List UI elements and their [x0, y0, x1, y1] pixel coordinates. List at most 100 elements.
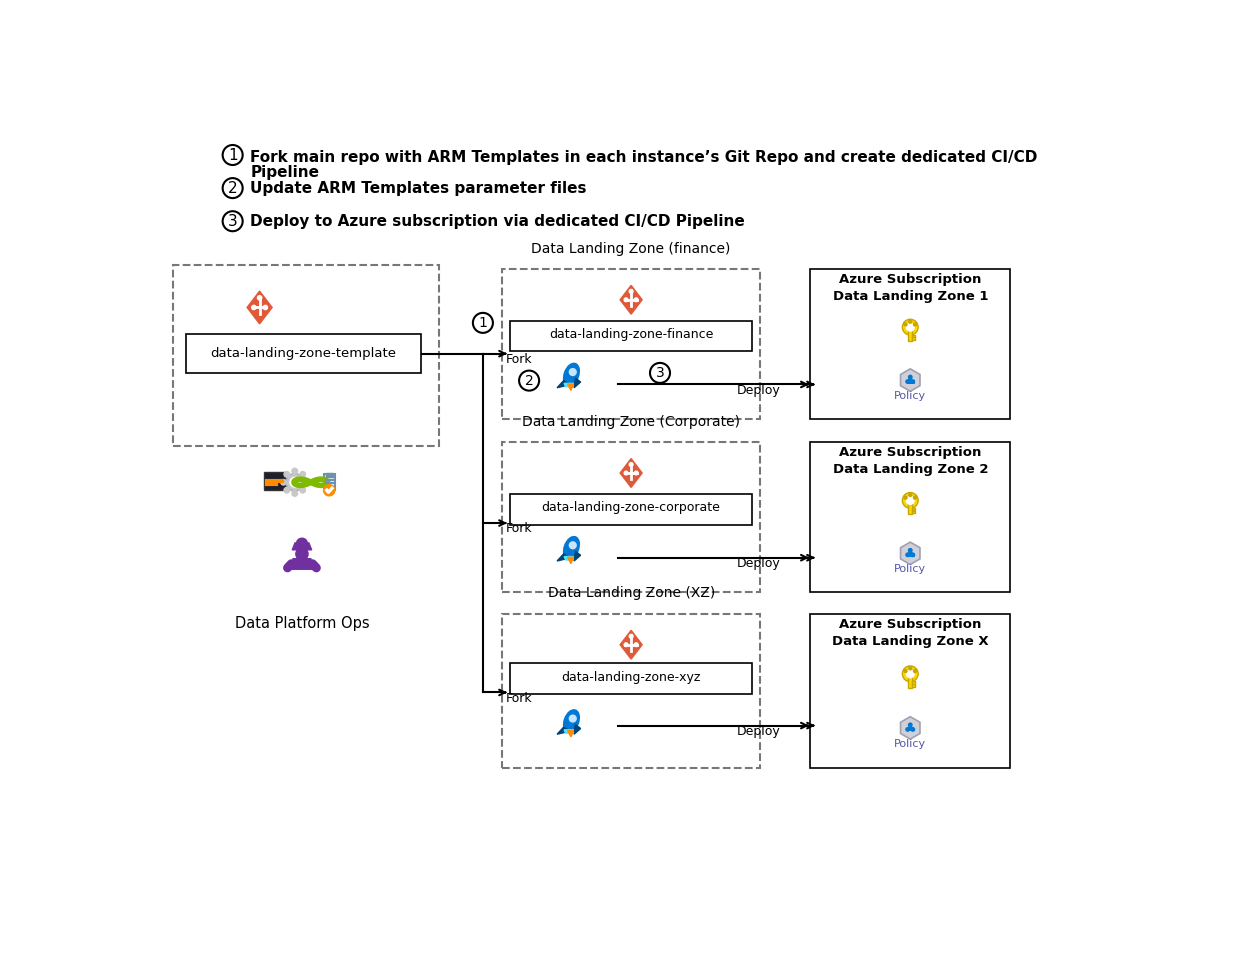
Polygon shape: [901, 717, 919, 739]
Text: data-landing-zone-corporate: data-landing-zone-corporate: [542, 501, 721, 514]
Circle shape: [324, 485, 335, 496]
Circle shape: [624, 298, 628, 302]
Text: Policy: Policy: [894, 391, 926, 401]
Polygon shape: [248, 291, 273, 324]
Circle shape: [908, 552, 912, 555]
Ellipse shape: [564, 536, 579, 559]
Text: Azure Subscription
Data Landing Zone X: Azure Subscription Data Landing Zone X: [832, 618, 988, 648]
Circle shape: [906, 553, 909, 557]
Text: Deploy: Deploy: [737, 384, 781, 397]
Text: Deploy: Deploy: [737, 557, 781, 570]
Bar: [264, 472, 286, 490]
Text: Azure Subscription
Data Landing Zone 1: Azure Subscription Data Landing Zone 1: [832, 273, 988, 303]
Polygon shape: [901, 542, 919, 564]
Circle shape: [908, 376, 912, 378]
Circle shape: [629, 463, 633, 467]
Circle shape: [300, 471, 305, 477]
Bar: [174, 265, 439, 446]
Circle shape: [651, 363, 671, 383]
Bar: [912, 337, 914, 340]
Text: 1: 1: [228, 148, 238, 163]
Circle shape: [519, 371, 539, 391]
Circle shape: [634, 471, 638, 475]
Circle shape: [291, 468, 298, 474]
Ellipse shape: [564, 363, 579, 386]
Text: Fork: Fork: [505, 692, 533, 705]
Circle shape: [295, 548, 308, 560]
Bar: [811, 443, 1011, 592]
Circle shape: [913, 323, 917, 326]
Circle shape: [258, 296, 261, 300]
Circle shape: [624, 471, 628, 475]
Circle shape: [908, 320, 912, 323]
Bar: [912, 508, 914, 511]
Bar: [912, 511, 914, 513]
Circle shape: [908, 549, 912, 552]
Circle shape: [906, 670, 914, 677]
Circle shape: [300, 488, 305, 493]
Circle shape: [911, 380, 914, 383]
Text: 3: 3: [656, 366, 664, 380]
Polygon shape: [620, 459, 642, 488]
Bar: [324, 474, 335, 490]
Text: Update ARM Templates parameter files: Update ARM Templates parameter files: [250, 181, 587, 195]
Circle shape: [223, 178, 243, 198]
Circle shape: [280, 479, 286, 485]
Circle shape: [911, 553, 914, 557]
Polygon shape: [557, 727, 570, 734]
Polygon shape: [564, 383, 573, 387]
Ellipse shape: [564, 710, 579, 733]
Text: Data Landing Zone (XZ): Data Landing Zone (XZ): [548, 586, 714, 600]
Bar: [510, 493, 752, 525]
Polygon shape: [293, 543, 311, 550]
Polygon shape: [568, 731, 573, 737]
Text: Policy: Policy: [894, 564, 926, 575]
Circle shape: [624, 643, 628, 647]
Circle shape: [634, 298, 638, 302]
Bar: [912, 684, 914, 687]
Circle shape: [902, 492, 918, 509]
Circle shape: [908, 667, 912, 670]
Text: 2: 2: [524, 374, 533, 388]
Polygon shape: [564, 730, 573, 733]
Text: Fork: Fork: [505, 522, 533, 536]
Polygon shape: [564, 557, 573, 560]
Circle shape: [223, 145, 243, 165]
Polygon shape: [568, 558, 573, 563]
Polygon shape: [557, 554, 570, 561]
Circle shape: [629, 289, 633, 293]
Text: data-landing-zone-finance: data-landing-zone-finance: [549, 328, 713, 341]
Text: Deploy: Deploy: [737, 725, 781, 738]
Circle shape: [473, 313, 493, 332]
Text: Fork: Fork: [505, 353, 533, 366]
Bar: [811, 614, 1011, 768]
Text: Policy: Policy: [894, 739, 926, 749]
Bar: [908, 674, 912, 688]
Circle shape: [223, 211, 243, 231]
Circle shape: [629, 634, 633, 638]
Bar: [912, 681, 914, 684]
Circle shape: [904, 323, 907, 326]
Circle shape: [906, 496, 914, 504]
Circle shape: [263, 306, 268, 309]
Text: Data Landing Zone (Corporate): Data Landing Zone (Corporate): [522, 415, 741, 429]
Bar: [327, 473, 333, 477]
Bar: [502, 614, 761, 768]
Circle shape: [291, 490, 298, 496]
Circle shape: [296, 538, 308, 549]
Text: data-landing-zone-xyz: data-landing-zone-xyz: [562, 671, 701, 684]
Polygon shape: [620, 285, 642, 314]
Circle shape: [284, 471, 290, 477]
Polygon shape: [574, 378, 580, 388]
Circle shape: [569, 715, 577, 722]
Bar: [811, 269, 1011, 419]
Bar: [186, 334, 422, 373]
Circle shape: [902, 666, 918, 682]
Circle shape: [290, 477, 299, 487]
Circle shape: [906, 380, 909, 383]
Circle shape: [284, 488, 290, 493]
Circle shape: [904, 496, 907, 499]
Circle shape: [634, 643, 638, 647]
Polygon shape: [574, 724, 580, 734]
Circle shape: [906, 728, 909, 731]
